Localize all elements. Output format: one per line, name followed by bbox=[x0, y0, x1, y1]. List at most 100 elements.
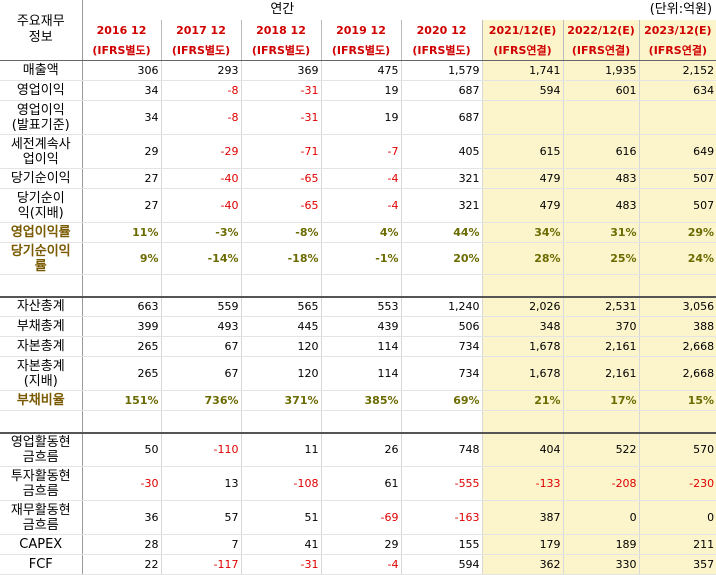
period-basis: (IFRS별도) bbox=[401, 41, 483, 61]
row-label: 부채총계 bbox=[0, 316, 83, 337]
table-cell: 594 bbox=[482, 80, 564, 101]
table-cell: 50 bbox=[82, 431, 162, 467]
table-row: 당기순이익 률 9% -14% -18% -1% 20% 28% 25% 24% bbox=[0, 242, 716, 275]
table-cell: -8 bbox=[161, 100, 242, 135]
table-cell: 265 bbox=[82, 356, 162, 391]
table-cell: 371% bbox=[241, 390, 322, 411]
table-row: 부채비율 151% 736% 371% 385% 69% 21% 17% 15% bbox=[0, 390, 716, 411]
table-cell: -31 bbox=[241, 80, 322, 101]
table-cell: 265 bbox=[82, 336, 162, 357]
table-cell: -108 bbox=[241, 466, 322, 501]
period-year: 2023/12(E) bbox=[639, 20, 716, 41]
table-row: 부채총계 399 493 445 439 506 348 370 388 bbox=[0, 316, 716, 337]
table-cell: -555 bbox=[401, 466, 483, 501]
row-label: 영업이익 (발표기준) bbox=[0, 100, 83, 135]
table-cell: -29 bbox=[161, 134, 242, 169]
table-cell: 29% bbox=[639, 222, 716, 243]
table-cell: 483 bbox=[563, 188, 640, 223]
table-cell: 734 bbox=[401, 336, 483, 357]
table-cell: -40 bbox=[161, 188, 242, 223]
table-row: 재무활동현 금흐름 36 57 51 -69 -163 387 0 0 bbox=[0, 500, 716, 535]
table-cell: 748 bbox=[401, 431, 483, 467]
table-cell: 61 bbox=[321, 466, 402, 501]
table-cell: 687 bbox=[401, 100, 483, 135]
table-cell: 13 bbox=[161, 466, 242, 501]
table-cell: 2,161 bbox=[563, 336, 640, 357]
table-cell: 26 bbox=[321, 431, 402, 467]
table-cell: 34 bbox=[82, 100, 162, 135]
table-cell: 507 bbox=[639, 188, 716, 223]
table-cell: 559 bbox=[161, 295, 242, 317]
table-row: 영업활동현 금흐름 50 -110 11 26 748 404 522 570 bbox=[0, 431, 716, 467]
table-cell: 2,026 bbox=[482, 295, 564, 317]
table-cell: 445 bbox=[241, 316, 322, 337]
row-label: FCF bbox=[0, 554, 83, 575]
table-cell: -18% bbox=[241, 242, 322, 275]
table-cell: 24% bbox=[639, 242, 716, 275]
table-cell: -117 bbox=[161, 554, 242, 575]
table-cell: 439 bbox=[321, 316, 402, 337]
table-cell: 189 bbox=[563, 534, 640, 555]
row-label: 자산총계 bbox=[0, 295, 83, 317]
table-cell: 2,668 bbox=[639, 336, 716, 357]
row-label: 투자활동현 금흐름 bbox=[0, 466, 83, 501]
table-cell: 11 bbox=[241, 431, 322, 467]
table-cell: 21% bbox=[482, 390, 564, 411]
table-cell: 0 bbox=[639, 500, 716, 535]
table-cell: 25% bbox=[563, 242, 640, 275]
table-cell: 67 bbox=[161, 356, 242, 391]
table-cell: 29 bbox=[321, 534, 402, 555]
table-cell: 405 bbox=[401, 134, 483, 169]
period-basis: (IFRS연결) bbox=[482, 41, 564, 61]
table-row: 세전계속사 업이익 29 -29 -71 -7 405 615 616 649 bbox=[0, 134, 716, 169]
table-cell: 28% bbox=[482, 242, 564, 275]
table-cell: 479 bbox=[482, 168, 564, 189]
table-cell: 114 bbox=[321, 336, 402, 357]
period-basis: (IFRS별도) bbox=[241, 41, 322, 61]
table-row: 자본총계 (지배) 265 67 120 114 734 1,678 2,161 2,668 bbox=[0, 356, 716, 391]
period-basis: (IFRS별도) bbox=[321, 41, 402, 61]
table-cell: 51 bbox=[241, 500, 322, 535]
table-cell: 616 bbox=[563, 134, 640, 169]
table-cell bbox=[639, 100, 716, 135]
table-cell: 67 bbox=[161, 336, 242, 357]
period-basis: (IFRS별도) bbox=[161, 41, 242, 61]
table-cell: 306 bbox=[82, 60, 162, 81]
period-year: 2021/12(E) bbox=[482, 20, 564, 41]
table-cell: 506 bbox=[401, 316, 483, 337]
table-cell: 120 bbox=[241, 336, 322, 357]
table-cell: 2,152 bbox=[639, 60, 716, 81]
table-cell: -133 bbox=[482, 466, 564, 501]
period-year: 2018 12 bbox=[241, 20, 322, 41]
table-cell: -8 bbox=[161, 80, 242, 101]
period-basis: (IFRS별도) bbox=[82, 41, 162, 61]
table-cell: -7 bbox=[321, 134, 402, 169]
table-cell: 31% bbox=[563, 222, 640, 243]
period-basis: (IFRS연결) bbox=[639, 41, 716, 61]
table-cell: 1,935 bbox=[563, 60, 640, 81]
row-label: 영업활동현 금흐름 bbox=[0, 431, 83, 467]
table-cell: 2,531 bbox=[563, 295, 640, 317]
table-cell: 17% bbox=[563, 390, 640, 411]
table-cell: 19 bbox=[321, 100, 402, 135]
table-cell: -8% bbox=[241, 222, 322, 243]
spacer-row bbox=[0, 410, 716, 433]
row-label: 매출액 bbox=[0, 60, 83, 81]
table-cell: 41 bbox=[241, 534, 322, 555]
table-cell: 1,240 bbox=[401, 295, 483, 317]
table-cell bbox=[563, 100, 640, 135]
table-cell: -31 bbox=[241, 100, 322, 135]
period-year: 2020 12 bbox=[401, 20, 483, 41]
table-cell: 69% bbox=[401, 390, 483, 411]
table-cell: 522 bbox=[563, 431, 640, 467]
table-row: CAPEX 28 7 41 29 155 179 189 211 bbox=[0, 534, 716, 555]
period-year: 2017 12 bbox=[161, 20, 242, 41]
row-label: 당기순이익 bbox=[0, 168, 83, 189]
table-cell: 27 bbox=[82, 168, 162, 189]
period-year: 2016 12 bbox=[82, 20, 162, 41]
corner-label: 주요재무 정보 bbox=[0, 0, 83, 61]
table-cell: 120 bbox=[241, 356, 322, 391]
table-cell: 179 bbox=[482, 534, 564, 555]
table-cell: 330 bbox=[563, 554, 640, 575]
